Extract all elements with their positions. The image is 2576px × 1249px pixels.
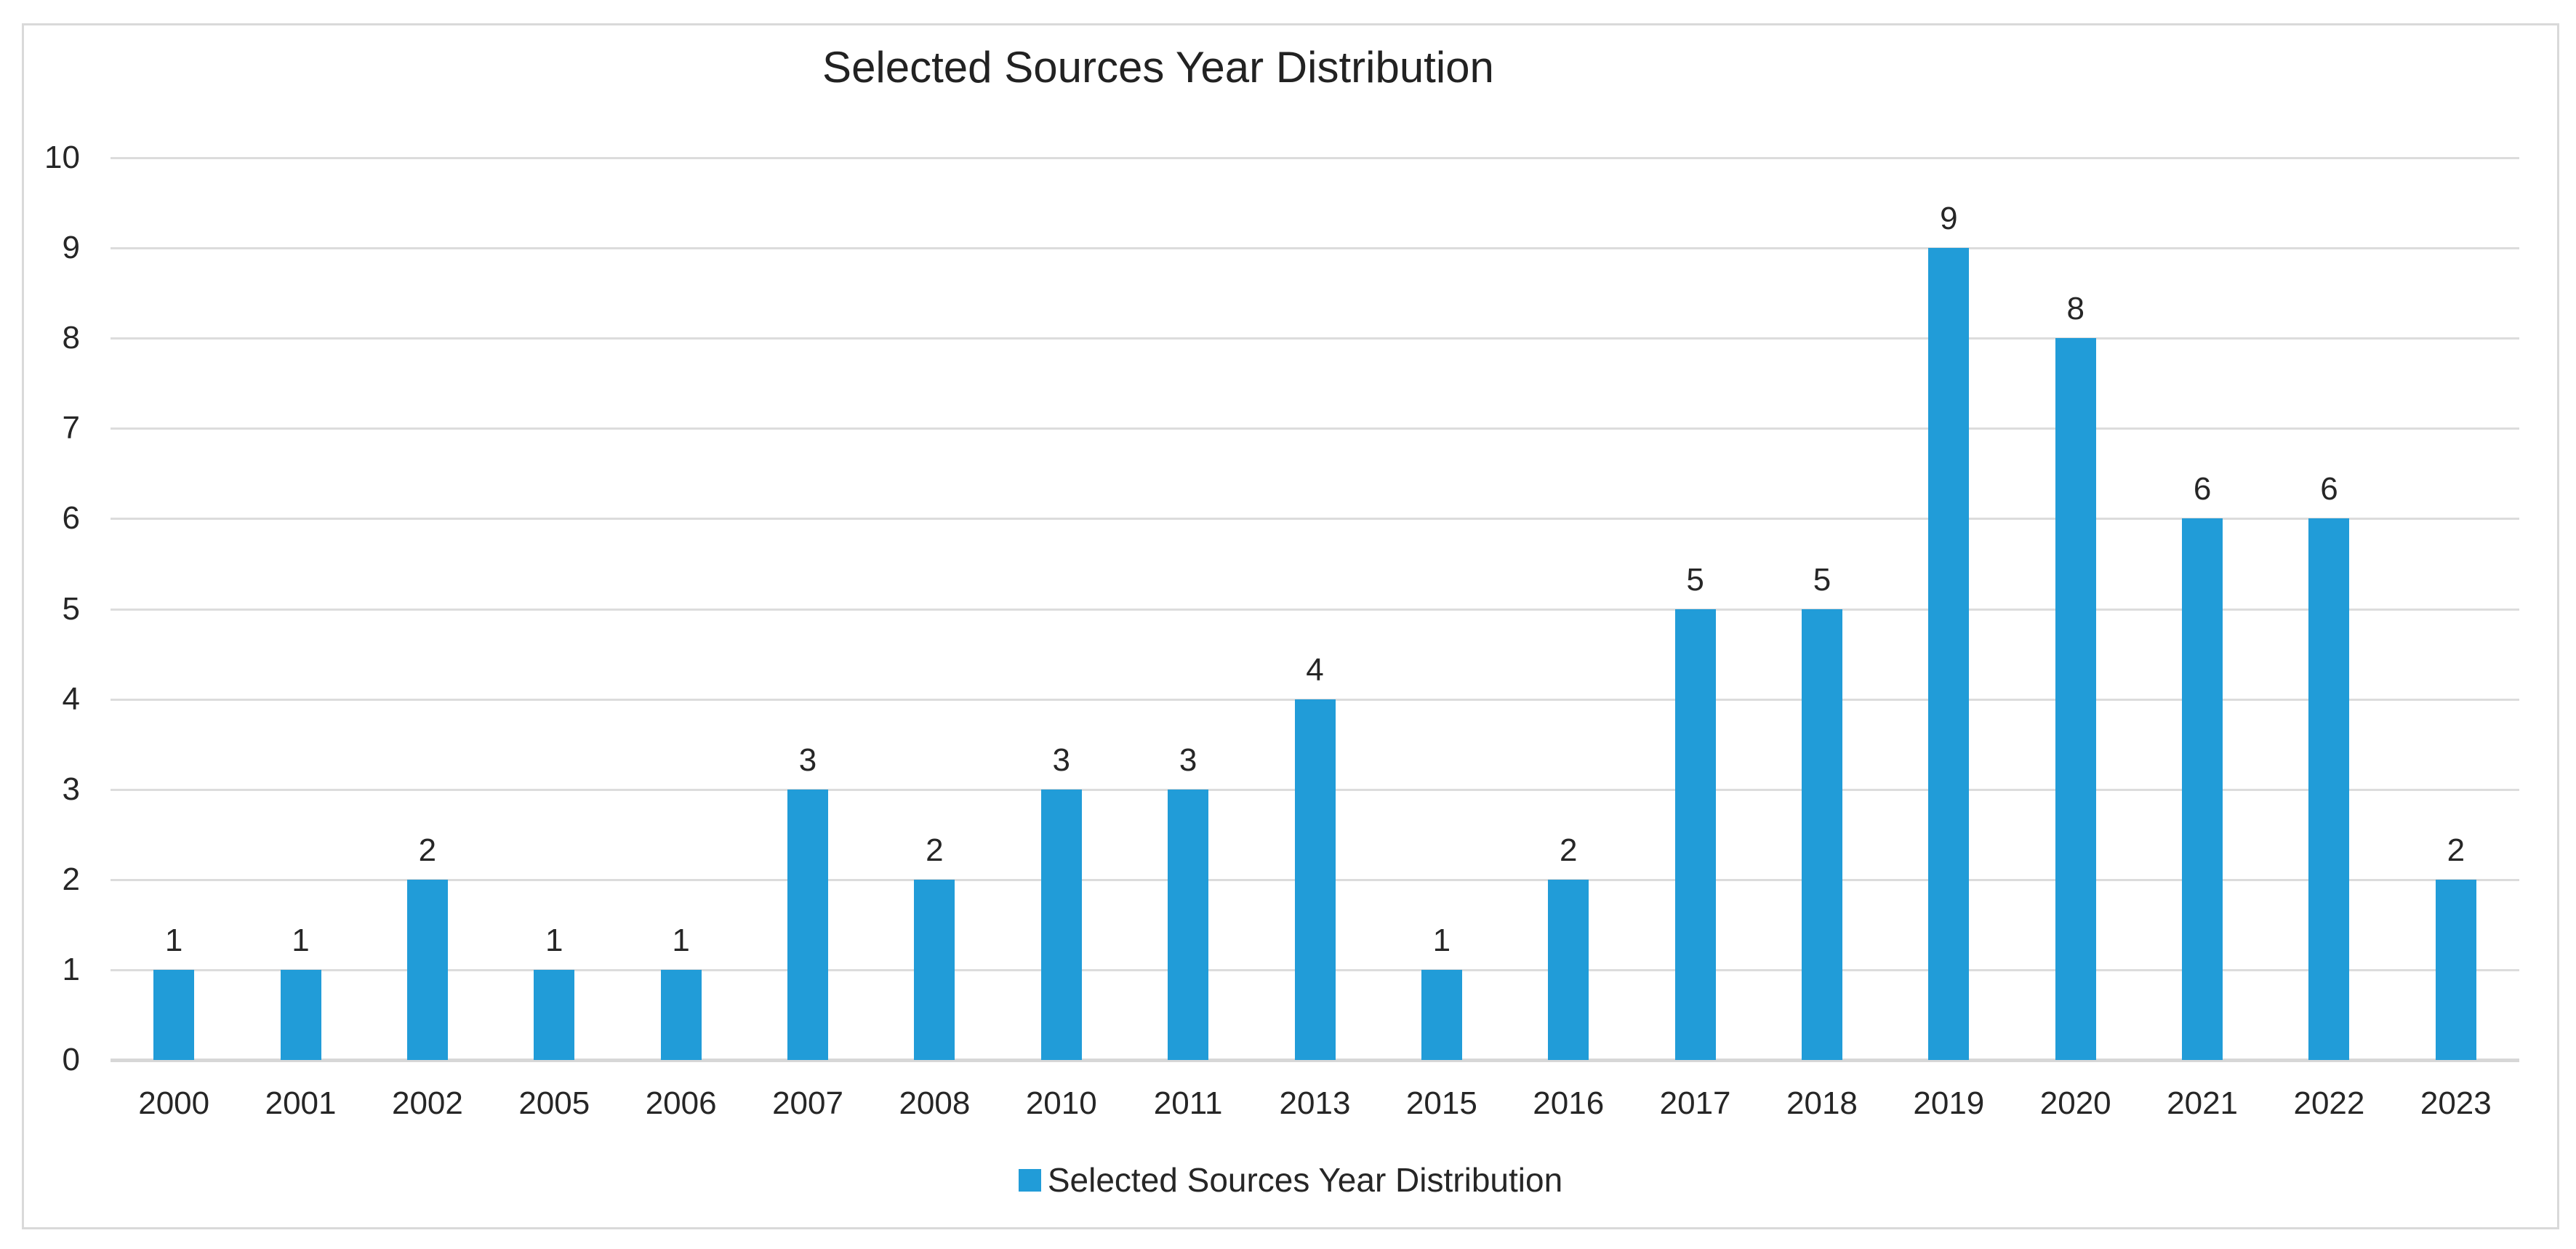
bar-value-label: 1 [1432,922,1451,958]
y-axis-tick-label: 10 [44,140,80,175]
chart-frame: Selected Sources Year Distribution 0 1 2 3 4… [22,23,2559,1229]
y-axis-labels: 0 1 2 3 4 5 6 7 8 9 10 [24,142,80,1076]
y-axis-tick-label: 5 [62,590,80,627]
y-axis-tick-label: 0 [62,1042,80,1077]
x-axis-tick-label: 2022 [2293,1085,2365,1121]
bar-value-label: 3 [798,742,817,778]
plot-area: 1 1 2 1 1 3 2 3 3 4 1 2 5 5 9 8 6 6 2 [111,157,2519,1062]
gridline [111,608,2519,611]
x-axis-line [111,1059,2519,1062]
gridline [111,337,2519,340]
bar [1421,969,1462,1060]
bar [1928,248,1970,1060]
bar [2435,879,2476,1060]
gridline [111,518,2519,521]
x-axis-tick-label: 2017 [1659,1085,1731,1121]
chart-title: Selected Sources Year Distribution [822,43,1494,92]
x-axis-tick-label: 2020 [2039,1085,2111,1121]
bar [1294,699,1336,1060]
x-axis-tick-label: 2015 [1405,1085,1477,1121]
bar-value-label: 1 [292,922,310,958]
bar [2182,518,2223,1060]
y-axis-tick-label: 7 [62,410,80,446]
bar-value-label: 5 [1813,561,1831,598]
x-axis-tick-label: 2010 [1025,1085,1097,1121]
bar-value-label: 1 [164,922,183,958]
x-axis-tick-label: 2000 [138,1085,210,1121]
x-axis-tick-label: 2011 [1153,1085,1223,1121]
bar-value-label: 8 [2066,291,2085,327]
bar-value-label: 6 [2320,471,2338,507]
bar [660,969,702,1060]
bar-value-label: 2 [2447,832,2465,868]
x-axis-tick-label: 2002 [391,1085,463,1121]
bar [1548,879,1589,1060]
bar-value-label: 2 [1559,832,1578,868]
y-axis-tick-label: 9 [62,230,80,266]
x-axis-tick-label: 2001 [265,1085,337,1121]
bar [406,879,448,1060]
bar-value-label: 1 [672,922,690,958]
x-axis-tick-label: 2023 [2420,1085,2492,1121]
bar-value-label: 3 [1179,742,1197,778]
x-axis-tick-label: 2019 [1913,1085,1985,1121]
bar-value-label: 2 [418,832,437,868]
bar-value-label: 3 [1052,742,1070,778]
x-axis-tick-label: 2018 [1786,1085,1858,1121]
bar [1040,789,1082,1060]
x-axis-tick-label: 2005 [518,1085,590,1121]
y-axis-tick-label: 4 [62,680,80,717]
gridline [111,427,2519,430]
gridline [111,247,2519,250]
bar-value-label: 1 [545,922,563,958]
bar-value-label: 6 [2193,471,2212,507]
y-axis-tick-label: 6 [62,500,80,537]
bar [914,879,955,1060]
x-axis-tick-label: 2016 [1533,1085,1605,1121]
legend: Selected Sources Year Distribution [24,1163,2557,1197]
bar-value-label: 9 [1940,201,1958,237]
bar-value-label: 4 [1306,651,1324,688]
x-axis-tick-label: 2008 [899,1085,971,1121]
gridline [111,157,2519,159]
y-axis-tick-label: 8 [62,320,80,356]
bar [2055,338,2096,1060]
x-axis-tick-label: 2021 [2167,1085,2239,1121]
bar [1801,609,1842,1060]
y-axis-tick-label: 3 [62,771,80,807]
x-axis-tick-label: 2007 [772,1085,843,1121]
bar [153,969,195,1060]
legend-label: Selected Sources Year Distribution [1047,1161,1563,1199]
bar-value-label: 2 [926,832,944,868]
bar [1168,789,1209,1060]
bar [280,969,321,1060]
x-axis-tick-label: 2013 [1279,1085,1351,1121]
legend-swatch-icon [1018,1168,1041,1192]
x-axis-tick-label: 2006 [645,1085,717,1121]
bar [787,789,829,1060]
bar-value-label: 5 [1686,561,1704,598]
bar [534,969,575,1060]
x-axis-labels: 2000 2001 2002 2005 2006 2007 2008 2010 2011 2013… [111,1088,2519,1124]
bar [2308,518,2350,1060]
bar [1674,609,1716,1060]
y-axis-tick-label: 1 [62,951,80,987]
y-axis-tick-label: 2 [62,861,80,897]
